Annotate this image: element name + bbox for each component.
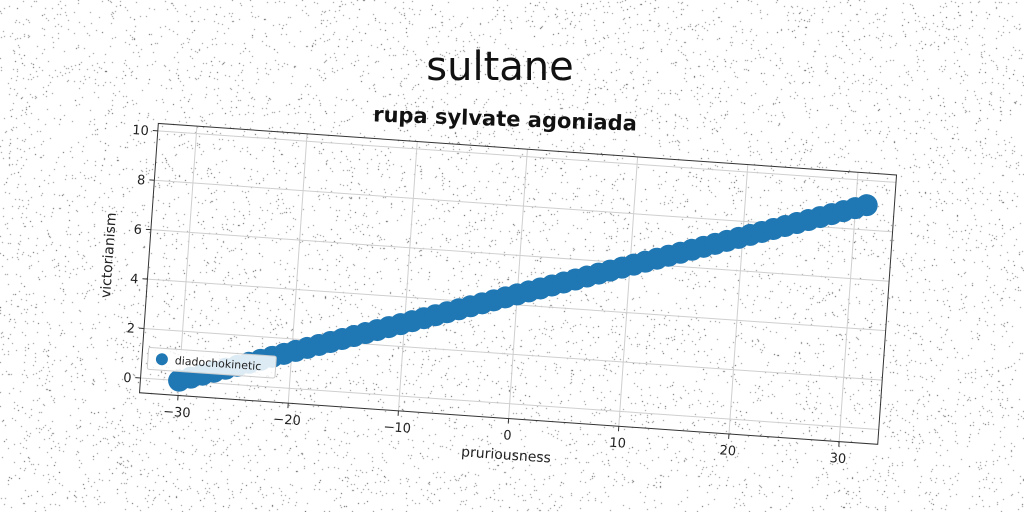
- x-tick-label: −30: [163, 404, 191, 421]
- legend: diadochokinetic: [146, 346, 277, 379]
- x-axis-label: pruriousness: [461, 444, 552, 466]
- y-grid-line: [157, 130, 897, 183]
- x-tick-label: 0: [503, 428, 512, 444]
- x-tick-label: 10: [609, 436, 627, 452]
- x-grid-line: [728, 164, 749, 434]
- y-grid-line: [143, 328, 883, 381]
- legend-box: [146, 346, 277, 379]
- legend-label: diadochokinetic: [174, 354, 261, 373]
- y-tick-label: 2: [126, 321, 135, 337]
- axis-ticks: −30 −20 −10 0 10 20 30 0 2 4 6 8 10: [123, 123, 847, 467]
- y-tick-label: 6: [133, 222, 142, 238]
- x-tick-label: 20: [719, 443, 737, 459]
- x-tick-label: −10: [383, 420, 411, 437]
- y-axis-label: victorianism: [98, 212, 120, 299]
- scatter-points: [168, 194, 878, 392]
- legend-marker: [155, 353, 168, 366]
- x-tick-label: −20: [273, 412, 301, 429]
- x-tick-label: 30: [829, 451, 847, 467]
- y-tick-label: 0: [123, 371, 132, 387]
- y-tick-label: 10: [132, 123, 150, 139]
- y-tick-label: 4: [130, 272, 139, 288]
- chart-subtitle: rupa sylvate agoniada: [373, 102, 637, 135]
- y-grid-line: [140, 377, 879, 431]
- x-grid-line: [287, 133, 308, 404]
- y-grid-line: [150, 229, 890, 282]
- chart-title: sultane: [426, 44, 573, 90]
- x-grid-line: [618, 156, 639, 427]
- x-grid-line: [397, 141, 418, 411]
- y-tick-label: 8: [137, 173, 146, 189]
- data-point: [855, 194, 878, 217]
